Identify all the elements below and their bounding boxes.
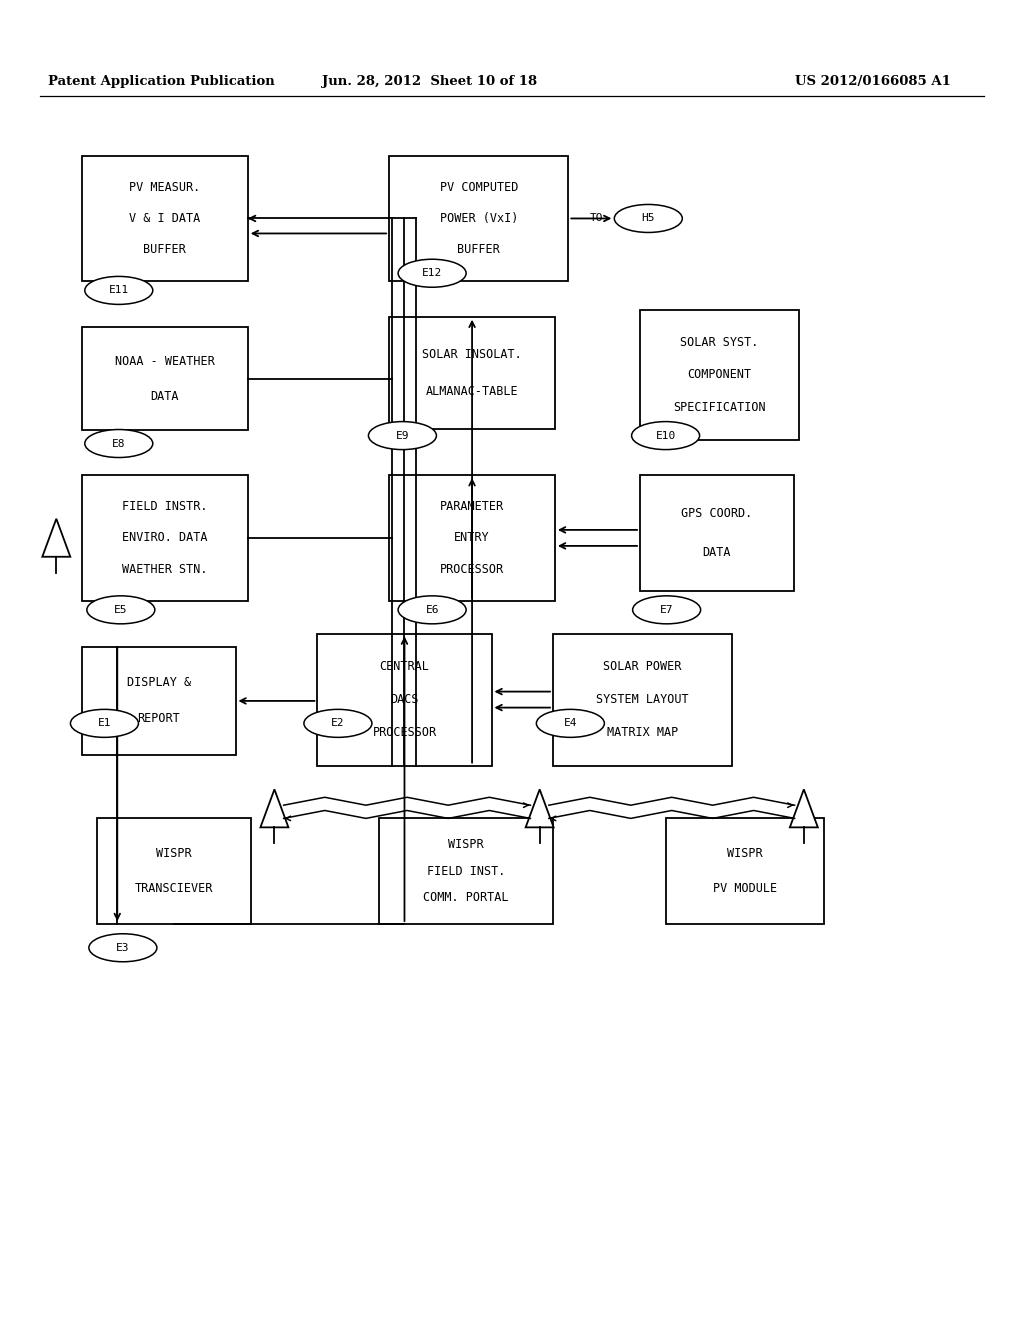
Text: V & I DATA: V & I DATA	[129, 213, 201, 224]
Text: DACS: DACS	[390, 693, 419, 706]
Text: PROCESSOR: PROCESSOR	[373, 726, 436, 739]
Ellipse shape	[85, 429, 153, 458]
Text: H5: H5	[642, 214, 655, 223]
Ellipse shape	[89, 933, 157, 962]
Text: PV COMPUTED: PV COMPUTED	[439, 181, 518, 194]
Text: E11: E11	[109, 285, 129, 296]
Ellipse shape	[614, 205, 682, 232]
Ellipse shape	[304, 709, 372, 738]
Text: REPORT: REPORT	[137, 713, 180, 726]
Text: GPS COORD.: GPS COORD.	[681, 507, 753, 520]
Bar	[640, 310, 799, 440]
Text: WISPR: WISPR	[449, 838, 483, 851]
Text: DATA: DATA	[702, 546, 731, 560]
Text: PV MODULE: PV MODULE	[713, 882, 777, 895]
Text: FIELD INST.: FIELD INST.	[427, 865, 505, 878]
Text: Patent Application Publication: Patent Application Publication	[48, 75, 274, 88]
Text: PV MEASUR.: PV MEASUR.	[129, 181, 201, 194]
Text: E12: E12	[422, 268, 442, 279]
Text: BUFFER: BUFFER	[458, 243, 500, 256]
Text: Jun. 28, 2012  Sheet 10 of 18: Jun. 28, 2012 Sheet 10 of 18	[323, 75, 538, 88]
Text: E9: E9	[395, 430, 410, 441]
Text: SYSTEM LAYOUT: SYSTEM LAYOUT	[596, 693, 689, 706]
Text: WAETHER STN.: WAETHER STN.	[122, 562, 208, 576]
Bar	[666, 818, 824, 924]
Bar	[82, 327, 248, 430]
Text: E5: E5	[114, 605, 128, 615]
Polygon shape	[42, 519, 71, 557]
Ellipse shape	[71, 709, 138, 738]
Bar	[82, 475, 248, 601]
Text: FIELD INSTR.: FIELD INSTR.	[122, 500, 208, 513]
Text: BUFFER: BUFFER	[143, 243, 186, 256]
Bar	[640, 475, 794, 591]
Text: WISPR: WISPR	[727, 847, 763, 861]
Bar	[82, 647, 236, 755]
Text: SOLAR INSOLAT.: SOLAR INSOLAT.	[422, 347, 522, 360]
Ellipse shape	[398, 595, 466, 624]
Text: E4: E4	[563, 718, 578, 729]
Ellipse shape	[632, 421, 699, 450]
Text: E2: E2	[331, 718, 345, 729]
Text: NOAA - WEATHER: NOAA - WEATHER	[115, 355, 215, 368]
Polygon shape	[260, 789, 289, 828]
Bar	[389, 317, 555, 429]
Bar	[82, 156, 248, 281]
Bar	[97, 818, 251, 924]
Bar	[317, 634, 492, 766]
Text: US 2012/0166085 A1: US 2012/0166085 A1	[795, 75, 951, 88]
Ellipse shape	[537, 709, 604, 738]
Text: CENTRAL: CENTRAL	[380, 660, 429, 673]
Ellipse shape	[369, 421, 436, 450]
Polygon shape	[790, 789, 818, 828]
Text: DATA: DATA	[151, 389, 179, 403]
Text: COMM. PORTAL: COMM. PORTAL	[423, 891, 509, 904]
Text: PROCESSOR: PROCESSOR	[440, 562, 504, 576]
Text: TRANSCIEVER: TRANSCIEVER	[135, 882, 213, 895]
Ellipse shape	[85, 276, 153, 305]
Text: PARAMETER: PARAMETER	[440, 500, 504, 513]
Bar	[389, 475, 555, 601]
Text: E1: E1	[97, 718, 112, 729]
Bar	[379, 818, 553, 924]
Text: WISPR: WISPR	[157, 847, 191, 861]
Ellipse shape	[633, 595, 700, 624]
Text: E3: E3	[116, 942, 130, 953]
Text: E6: E6	[425, 605, 439, 615]
Text: TO: TO	[590, 214, 603, 223]
Text: E10: E10	[655, 430, 676, 441]
Bar	[553, 634, 732, 766]
Ellipse shape	[87, 595, 155, 624]
Text: SOLAR SYST.: SOLAR SYST.	[680, 337, 759, 348]
Ellipse shape	[398, 259, 466, 288]
Text: SPECIFICATION: SPECIFICATION	[673, 401, 766, 413]
Polygon shape	[525, 789, 554, 828]
Text: DISPLAY &: DISPLAY &	[127, 676, 190, 689]
Text: SOLAR POWER: SOLAR POWER	[603, 660, 682, 673]
Text: ENVIRO. DATA: ENVIRO. DATA	[122, 532, 208, 544]
Text: E8: E8	[112, 438, 126, 449]
Text: COMPONENT: COMPONENT	[687, 368, 752, 381]
Bar	[389, 156, 568, 281]
Text: POWER (VxI): POWER (VxI)	[439, 213, 518, 224]
Text: MATRIX MAP: MATRIX MAP	[607, 726, 678, 739]
Text: ALMANAC-TABLE: ALMANAC-TABLE	[426, 385, 518, 399]
Text: ENTRY: ENTRY	[455, 532, 489, 544]
Text: E7: E7	[659, 605, 674, 615]
